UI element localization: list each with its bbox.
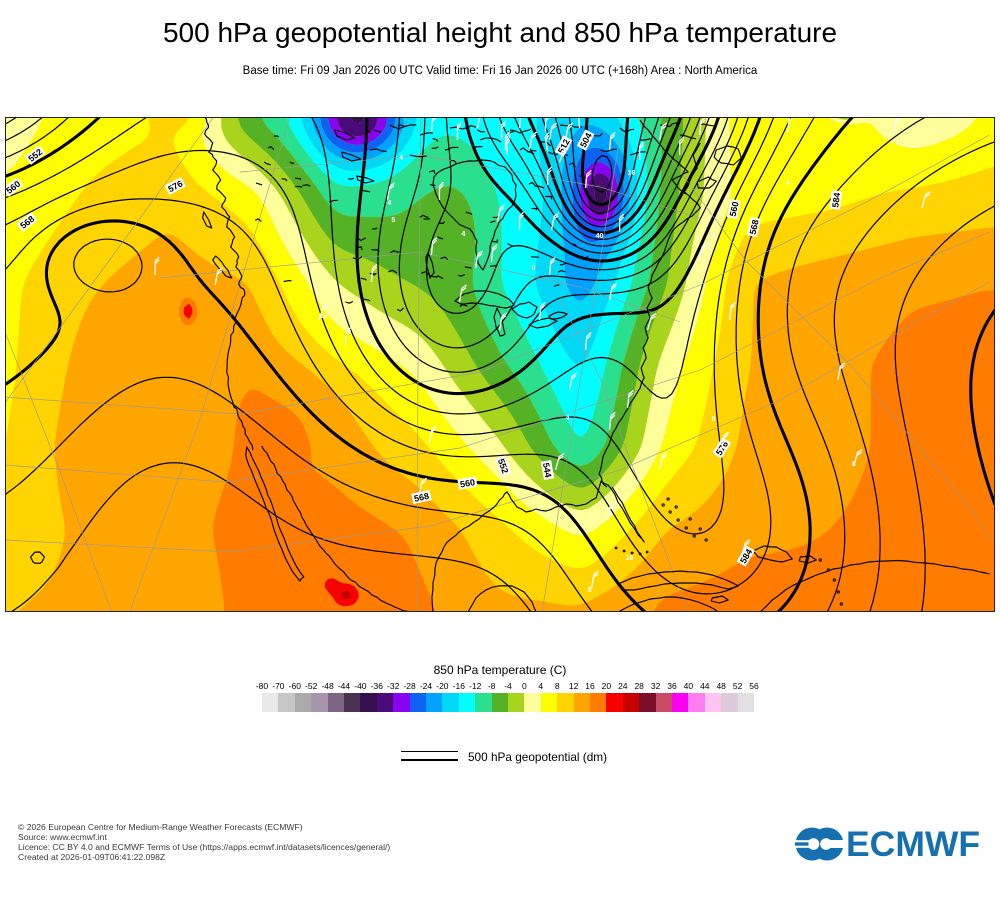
svg-text:4: 4 (387, 200, 391, 207)
svg-text:0: 0 (532, 265, 536, 272)
svg-text:10: 10 (319, 313, 327, 320)
svg-text:16: 16 (626, 555, 634, 562)
svg-text:568: 568 (413, 491, 430, 504)
svg-text:4: 4 (461, 231, 465, 238)
svg-text:560: 560 (728, 201, 741, 218)
svg-text:568: 568 (748, 219, 761, 236)
svg-text:8: 8 (588, 587, 592, 594)
svg-text:8: 8 (712, 416, 716, 423)
svg-text:560: 560 (459, 477, 476, 489)
svg-text:544: 544 (541, 462, 553, 479)
svg-text:584: 584 (830, 192, 842, 208)
svg-text:16: 16 (628, 170, 636, 177)
svg-text:40: 40 (596, 233, 604, 240)
svg-text:4: 4 (712, 233, 716, 240)
svg-text:4: 4 (566, 415, 570, 422)
svg-text:552: 552 (496, 457, 511, 475)
svg-text:5: 5 (391, 217, 395, 224)
svg-text:8: 8 (852, 461, 856, 468)
svg-text:4: 4 (399, 155, 403, 162)
svg-text:4: 4 (786, 180, 790, 187)
